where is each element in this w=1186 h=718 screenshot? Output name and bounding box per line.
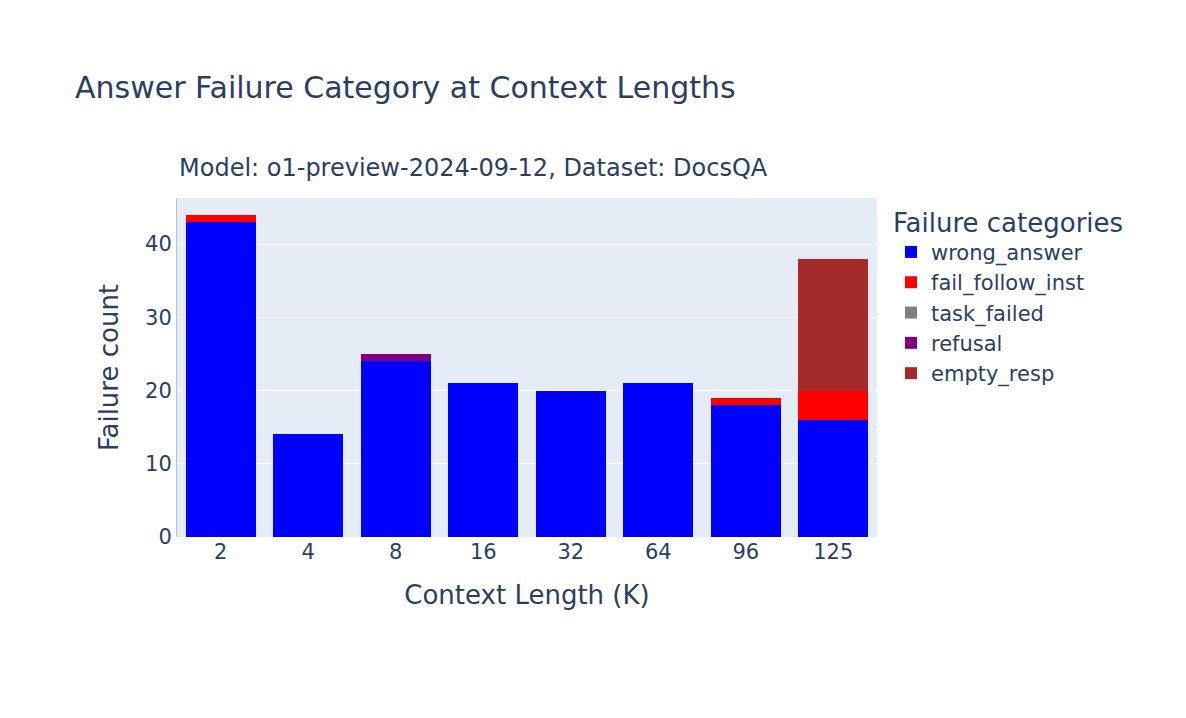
svg-text:task_failed: task_failed — [931, 302, 1044, 327]
svg-text:0: 0 — [158, 525, 171, 549]
svg-text:Failure categories: Failure categories — [893, 208, 1123, 238]
svg-text:Failure count: Failure count — [94, 284, 124, 451]
svg-text:32: 32 — [557, 540, 584, 564]
svg-text:Answer Failure Category at Con: Answer Failure Category at Context Lengt… — [75, 70, 736, 105]
svg-text:64: 64 — [645, 540, 672, 564]
svg-text:wrong_answer: wrong_answer — [931, 241, 1083, 266]
svg-text:8: 8 — [389, 540, 402, 564]
svg-text:Context Length (K): Context Length (K) — [404, 580, 649, 610]
svg-text:16: 16 — [470, 540, 497, 564]
svg-text:Model: o1-preview-2024-09-12,: Model: o1-preview-2024-09-12, Dataset: D… — [179, 154, 768, 182]
svg-text:4: 4 — [302, 540, 315, 564]
svg-text:empty_resp: empty_resp — [931, 362, 1054, 387]
svg-text:2: 2 — [214, 540, 227, 564]
svg-text:fail_follow_inst: fail_follow_inst — [931, 271, 1084, 296]
svg-text:30: 30 — [145, 306, 172, 330]
svg-text:refusal: refusal — [931, 332, 1002, 356]
svg-text:125: 125 — [813, 540, 853, 564]
svg-text:96: 96 — [732, 540, 759, 564]
svg-text:20: 20 — [145, 379, 172, 403]
svg-text:10: 10 — [145, 452, 172, 476]
svg-text:40: 40 — [145, 232, 172, 256]
